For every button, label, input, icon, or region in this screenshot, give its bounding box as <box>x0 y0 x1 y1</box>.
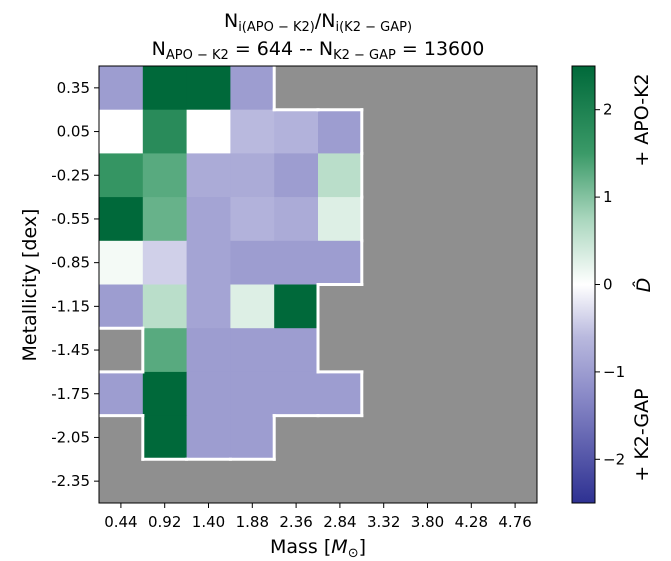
heatmap-cell <box>186 328 231 373</box>
y-tick-label: -1.15 <box>51 297 90 315</box>
heatmap-cell <box>142 197 188 242</box>
heatmap-cell <box>274 240 319 285</box>
heatmap-cell <box>274 109 319 154</box>
heatmap-cell <box>142 415 188 460</box>
heatmap-cell <box>99 240 144 285</box>
heatmap-cell <box>99 371 144 417</box>
heatmap-cell <box>230 66 275 111</box>
x-axis-ticks: 0.44 0.92 1.40 1.88 2.36 2.84 3.32 3.80 4.28 4.76 <box>104 503 532 531</box>
heatmap-cell <box>318 109 363 154</box>
colorbar-tick-label: 1 <box>603 188 613 206</box>
y-tick-label: -1.45 <box>51 341 90 359</box>
heatmap-cell <box>142 371 188 417</box>
heatmap-cell <box>274 328 319 373</box>
heatmap-cell <box>274 197 319 242</box>
heatmap-cell <box>230 153 275 198</box>
plot-area <box>97 64 538 504</box>
colorbar-ticks: 2 1 0 −1 −2 <box>595 101 625 468</box>
heatmap-cell <box>142 328 188 373</box>
x-tick-label: 0.92 <box>148 513 181 531</box>
x-tick-label: 3.32 <box>367 513 400 531</box>
heatmap-cell <box>230 197 275 242</box>
colorbar-tick-label: 2 <box>603 101 613 119</box>
colorbar-top-label: + APO-K2 <box>631 73 653 166</box>
heatmap-cell <box>230 284 275 329</box>
y-tick-label: 0.35 <box>57 79 90 97</box>
plot-frame <box>98 65 538 504</box>
heatmap-cell <box>142 284 188 329</box>
y-tick-label: -0.25 <box>51 166 90 184</box>
colorbar-bottom-label: + K2-GAP <box>631 388 653 481</box>
colorbar-gradient <box>571 65 596 504</box>
colorbar: 2 1 0 −1 −2 D̂ + APO-K2 + K2-GAP <box>571 65 655 504</box>
heatmap-cell <box>318 197 363 242</box>
heatmap-cell <box>142 153 188 198</box>
heatmap-cell <box>186 284 231 329</box>
heatmap-cell <box>230 240 275 285</box>
heatmap-cell <box>318 153 363 198</box>
y-tick-label: 0.05 <box>57 123 90 141</box>
chart-title-line2: NAPO − K2 = 644 -- NK2 − GAP = 13600 <box>152 38 485 63</box>
y-tick-label: -0.55 <box>51 210 90 228</box>
y-axis-ticks: 0.35 0.05 -0.25 -0.55 -0.85 -1.15 -1.45 -1.75 -2… <box>51 79 99 490</box>
heatmap-cells <box>99 66 363 460</box>
heatmap-cell <box>274 153 319 198</box>
coverage-boundary <box>97 64 364 461</box>
heatmap-cell <box>186 240 231 285</box>
heatmap-cell <box>230 328 275 373</box>
y-tick-label: -1.75 <box>51 385 90 403</box>
y-tick-label: -2.05 <box>51 428 90 446</box>
x-tick-label: 3.80 <box>411 513 444 531</box>
colorbar-tick-label: 0 <box>603 276 613 294</box>
heatmap-cell <box>230 415 275 460</box>
x-tick-label: 1.88 <box>236 513 269 531</box>
heatmap-cell <box>318 240 363 285</box>
colorbar-tick-label: −2 <box>603 450 625 468</box>
heatmap-cell <box>99 284 144 329</box>
heatmap-cell <box>99 197 144 242</box>
chart-title-line1: Ni(APO − K2)/Ni(K2 − GAP) <box>224 10 412 35</box>
y-axis-label: Metallicity [dex] <box>19 209 41 362</box>
x-tick-label: 4.76 <box>498 513 531 531</box>
x-tick-label: 2.84 <box>323 513 356 531</box>
heatmap-cell <box>186 415 231 460</box>
heatmap-cell <box>186 153 231 198</box>
heatmap-cell <box>142 109 188 154</box>
heatmap-cell <box>230 371 275 417</box>
heatmap-cell <box>99 109 144 154</box>
heatmap-cell <box>99 66 144 111</box>
y-tick-label: -2.35 <box>51 472 90 490</box>
heatmap-cell <box>186 371 231 417</box>
heatmap-cell <box>186 109 231 154</box>
colorbar-tick-label: −1 <box>603 363 625 381</box>
heatmap-cell <box>318 371 363 417</box>
x-tick-label: 1.40 <box>192 513 225 531</box>
heatmap-cell <box>186 66 231 111</box>
heatmap-cell <box>274 284 319 329</box>
heatmap-cell <box>230 109 275 154</box>
x-tick-label: 0.44 <box>104 513 137 531</box>
heatmap-cell <box>142 66 188 111</box>
heatmap-cell <box>99 153 144 198</box>
heatmap-cell <box>274 371 319 417</box>
y-tick-label: -0.85 <box>51 254 90 272</box>
colorbar-label: D̂ <box>633 278 655 293</box>
heatmap-cell <box>142 240 188 285</box>
x-tick-label: 2.36 <box>279 513 312 531</box>
x-tick-label: 4.28 <box>455 513 488 531</box>
x-axis-label: Mass [M⊙] <box>270 536 366 561</box>
heatmap-cell <box>186 197 231 242</box>
